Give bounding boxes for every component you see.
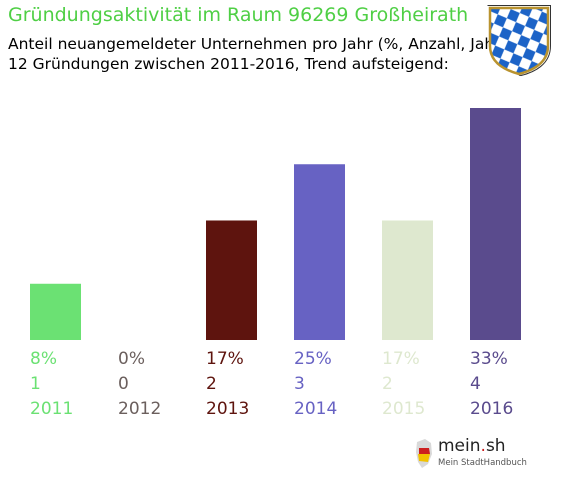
count-label-2011: 1 [30,374,41,394]
bar-2011 [30,283,81,340]
logo-badge [413,434,525,474]
percent-label-2016: 33% [470,349,508,369]
bavarian-lozenge-crest-icon [487,5,551,76]
chart-summary: 12 Gründungen zwischen 2011-2016, Trend … [8,55,449,73]
bar-2015 [382,220,433,340]
year-label-2015: 2015 [382,399,425,419]
year-label-2014: 2014 [294,399,337,419]
year-label-2013: 2013 [206,399,249,419]
logo-text: mein.sh [438,436,506,456]
bar-2013 [206,220,257,340]
chart-title: Gründungsaktivität im Raum 96269 Großhei… [8,4,469,26]
percent-label-2011: 8% [30,349,57,369]
germany-map-icon [416,439,432,468]
count-label-2013: 2 [206,374,217,394]
count-label-2016: 4 [470,374,481,394]
year-label-2011: 2011 [30,399,73,419]
count-label-2015: 2 [382,374,393,394]
year-label-2012: 2012 [118,399,161,419]
percent-label-2014: 25% [294,349,332,369]
bar-2014 [294,164,345,340]
count-label-2014: 3 [294,374,305,394]
bar-2016 [470,108,521,340]
chart-subtitle: Anteil neuangemeldeter Unternehmen pro J… [8,35,507,53]
bar-chart: 8% 1 2011 0% 0 2012 17% 2 2013 25% 3 2014 17% 2 2015 33… [30,108,521,419]
percent-label-2013: 17% [206,349,244,369]
percent-label-2015: 17% [382,349,420,369]
percent-label-2012: 0% [118,349,145,369]
count-label-2012: 0 [118,374,129,394]
year-label-2016: 2016 [470,399,513,419]
logo-tagline: Mein StadtHandbuch [438,458,527,468]
